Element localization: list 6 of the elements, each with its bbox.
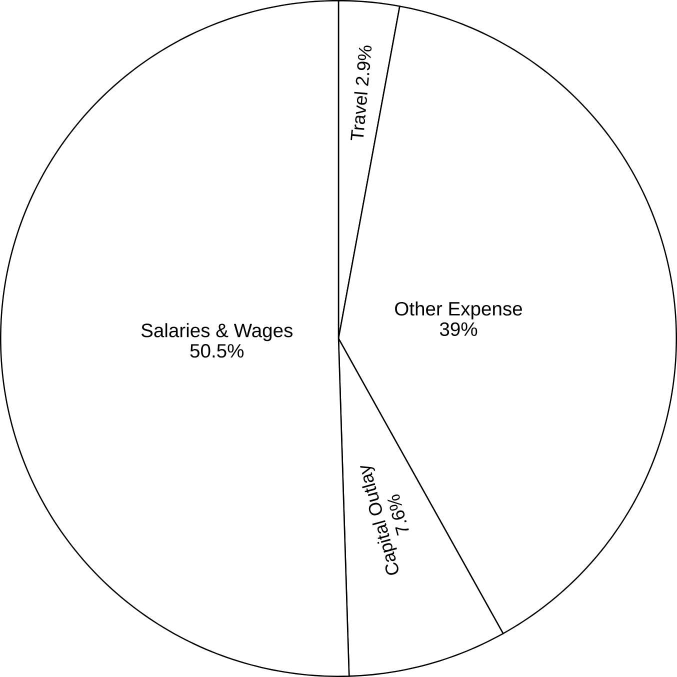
slice-label: Other Expense [395,301,522,320]
data-label: 50.5% [190,344,244,358]
data-label: 2.9% [356,46,372,86]
slice-label: Salaries & Wages [141,323,293,342]
data-label: 39% [440,322,478,336]
slice-label: Travel [350,92,368,140]
